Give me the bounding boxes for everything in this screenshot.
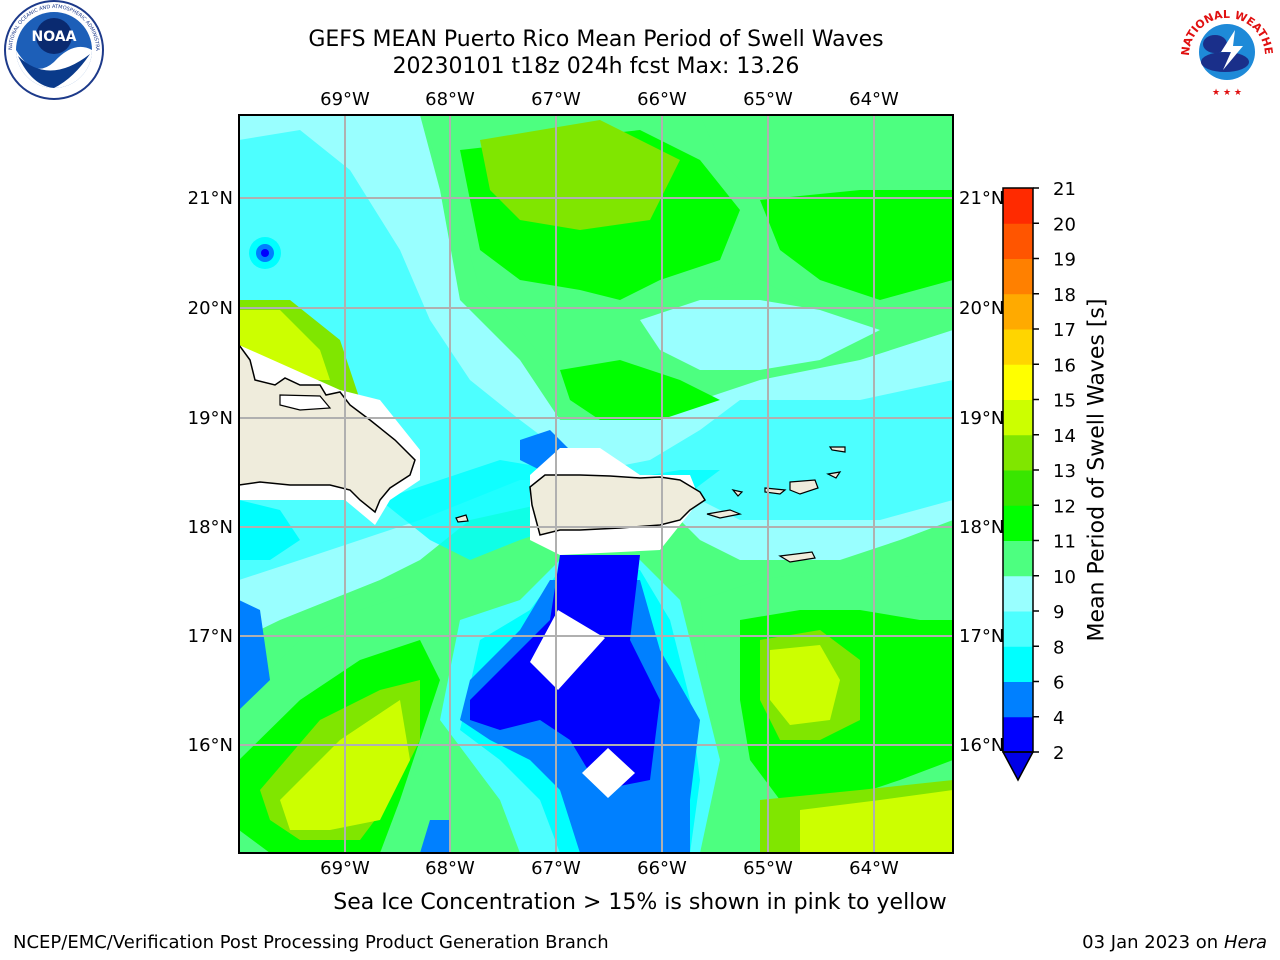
footer-date-text: 03 Jan 2023 on	[1082, 932, 1224, 953]
lat-tick: 20°N	[959, 298, 1004, 319]
lon-tick: 69°W	[320, 858, 370, 879]
colorbar-segment	[1003, 540, 1033, 577]
lon-ticks-top: 69°W 68°W 67°W 66°W 65°W 64°W	[320, 89, 899, 110]
colorbar-segment	[1003, 681, 1033, 718]
colorbar-tick-label: 2	[1053, 743, 1064, 764]
colorbar-tick-label: 17	[1053, 320, 1076, 341]
colorbar-tick-label: 20	[1053, 214, 1076, 235]
lat-tick: 19°N	[188, 408, 233, 429]
lat-tick: 16°N	[959, 735, 1004, 756]
colorbar-tick-label: 10	[1053, 567, 1076, 588]
hispaniola-land	[239, 343, 416, 514]
chart-subtitle-forecast: 20230101 t18z 024h fcst Max: 13.26	[392, 54, 800, 79]
colorbar-tick-label: 21	[1053, 179, 1076, 200]
colorbar: 2 4 6 8 9 10 11 12 13 14 15 16 17 18 19 20 21	[1001, 179, 1076, 782]
svg-text:★ ★ ★: ★ ★ ★	[1212, 88, 1242, 98]
lat-tick: 17°N	[188, 626, 233, 647]
lat-tick: 18°N	[959, 517, 1004, 538]
footer-credit: NCEP/EMC/Verification Post Processing Pr…	[13, 932, 609, 953]
colorbar-tick-label: 18	[1053, 285, 1076, 306]
map-frame	[238, 114, 954, 854]
colorbar-tick-label: 13	[1053, 461, 1076, 482]
colorbar-segment	[1003, 575, 1033, 612]
colorbar-segment	[1003, 188, 1033, 224]
colorbar-segment	[1003, 716, 1033, 753]
nws-logo-icon: NATIONAL WEATHER SERVICE ★ ★ ★	[1177, 0, 1275, 98]
noaa-logo-icon: NOAA NATIONAL OCEANIC AND ATMOSPHERIC AD…	[4, 0, 104, 100]
lon-tick: 66°W	[637, 858, 687, 879]
lat-ticks-right: 21°N 20°N 19°N 18°N 17°N 16°N	[959, 188, 1004, 756]
lon-tick: 64°W	[849, 858, 899, 879]
colorbar-segment	[1003, 611, 1033, 647]
lon-tick: 66°W	[637, 89, 687, 110]
lon-tick: 64°W	[849, 89, 899, 110]
colorbar-tick-label: 15	[1053, 391, 1076, 412]
colorbar-segment	[1003, 258, 1033, 295]
colorbar-tick-label: 9	[1053, 602, 1064, 623]
lat-ticks-left: 21°N 20°N 19°N 18°N 17°N 16°N	[188, 188, 233, 756]
lat-tick: 20°N	[188, 298, 233, 319]
footer-date: 03 Jan 2023 on Hera	[1082, 932, 1267, 953]
colorbar-segment	[1003, 364, 1033, 400]
colorbar-tick-label: 6	[1053, 673, 1064, 694]
lon-tick: 69°W	[320, 89, 370, 110]
lat-tick: 16°N	[188, 735, 233, 756]
lon-tick: 67°W	[531, 858, 581, 879]
colorbar-segment	[1003, 293, 1033, 330]
graticule	[239, 115, 953, 853]
colorbar-tick-label: 8	[1053, 637, 1064, 658]
colorbar-tick-label: 16	[1053, 355, 1076, 376]
lon-tick: 65°W	[743, 858, 793, 879]
colorbar-tick-label: 19	[1053, 250, 1076, 271]
colorbar-segment	[1003, 399, 1033, 436]
lon-tick: 65°W	[743, 89, 793, 110]
colorbar-segment	[1003, 646, 1033, 682]
colorbar-tick-label: 11	[1053, 532, 1076, 553]
sea-ice-note: Sea Ice Concentration > 15% is shown in …	[333, 890, 947, 915]
colorbar-tick-label: 4	[1053, 708, 1064, 729]
colorbar-tick-label: 12	[1053, 496, 1076, 517]
noaa-logo-text: NOAA	[32, 29, 77, 45]
colorbar-segment	[1003, 434, 1033, 471]
colorbar-segment	[1003, 329, 1033, 365]
colorbar-segment	[1003, 223, 1033, 259]
lat-tick: 18°N	[188, 517, 233, 538]
lon-tick: 68°W	[425, 858, 475, 879]
lat-tick: 21°N	[959, 188, 1004, 209]
chart-title: GEFS MEAN Puerto Rico Mean Period of Swe…	[308, 27, 884, 52]
colorbar-segment	[1003, 470, 1033, 506]
colorbar-tick-label: 14	[1053, 426, 1076, 447]
lat-tick: 17°N	[959, 626, 1004, 647]
footer-host: Hera	[1223, 932, 1267, 953]
colorbar-label: Mean Period of Swell Waves [s]	[1084, 298, 1110, 642]
lon-tick: 68°W	[425, 89, 475, 110]
lat-tick: 21°N	[188, 188, 233, 209]
colorbar-segment	[1003, 505, 1033, 541]
lon-tick: 67°W	[531, 89, 581, 110]
lat-tick: 19°N	[959, 408, 1004, 429]
colorbar-extend-triangle	[1001, 751, 1035, 782]
lon-ticks-bottom: 69°W 68°W 67°W 66°W 65°W 64°W	[320, 858, 899, 879]
